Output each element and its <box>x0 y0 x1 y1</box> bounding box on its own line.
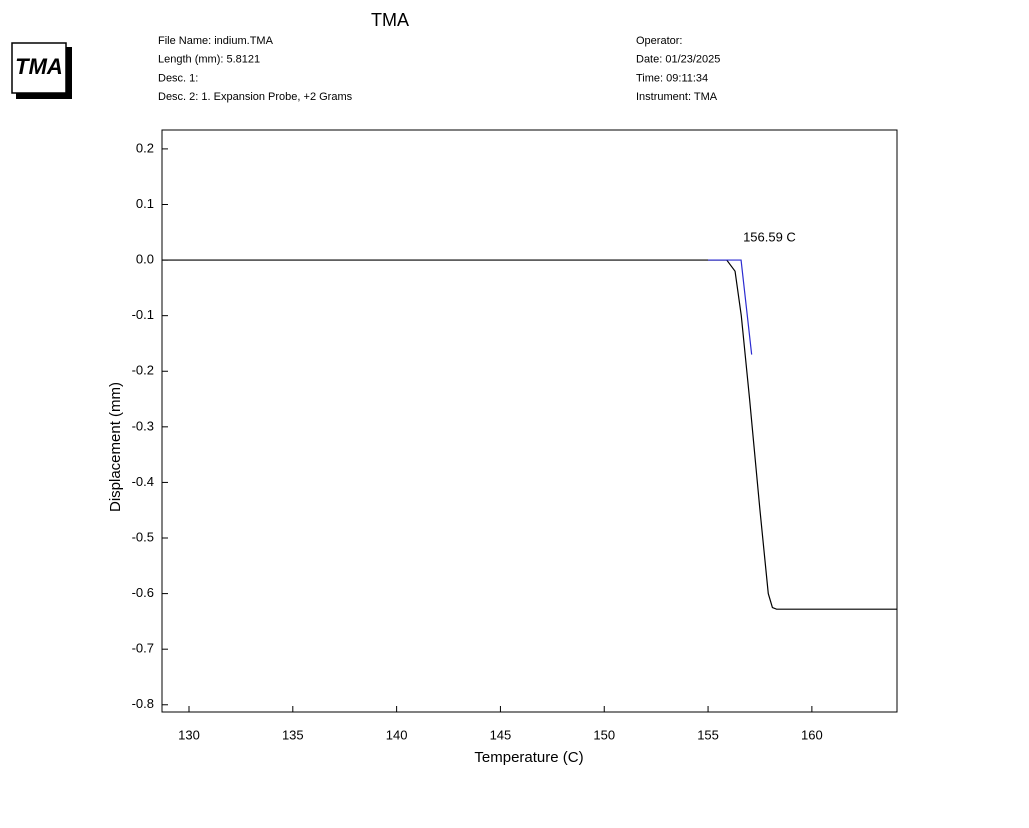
y-tick-label: -0.7 <box>132 641 154 656</box>
y-tick-label: 0.0 <box>136 252 154 267</box>
x-tick-label: 130 <box>178 727 200 742</box>
x-tick-label: 160 <box>801 727 823 742</box>
y-tick-label: -0.6 <box>132 585 154 600</box>
data-line <box>162 259 897 610</box>
logo: TMA <box>15 54 63 79</box>
x-tick-label: 145 <box>490 727 512 742</box>
x-axis-label: Temperature (C) <box>474 749 583 766</box>
logo-box <box>11 42 67 94</box>
x-tick-label: 155 <box>697 727 719 742</box>
y-tick-label: -0.1 <box>132 307 154 322</box>
y-tick-label: -0.5 <box>132 529 154 544</box>
y-axis-label: Displacement (mm) <box>107 382 124 512</box>
chart-title: TMA <box>371 10 409 30</box>
header-text: Time: 09:11:34 <box>636 72 708 84</box>
y-tick-label: -0.3 <box>132 418 154 433</box>
header-text: Date: 01/23/2025 <box>636 54 720 66</box>
plot-frame <box>161 129 898 713</box>
x-tick-label: 140 <box>386 727 408 742</box>
header-text: Operator: <box>636 35 682 47</box>
data-line <box>708 259 753 355</box>
y-tick-label: 0.1 <box>136 196 154 211</box>
annotation: 156.59 C <box>743 229 796 244</box>
header-text: Desc. 2: 1. Expansion Probe, +2 Grams <box>158 91 353 103</box>
y-tick-label: -0.2 <box>132 363 154 378</box>
header-text: Instrument: TMA <box>636 91 718 103</box>
header-text: Length (mm): 5.8121 <box>158 54 260 66</box>
x-tick-label: 135 <box>282 727 304 742</box>
header-text: File Name: indium.TMA <box>158 35 274 47</box>
x-tick-label: 150 <box>593 727 615 742</box>
y-tick-label: -0.8 <box>132 696 154 711</box>
header-text: Desc. 1: <box>158 72 198 84</box>
y-tick-label: -0.4 <box>132 474 154 489</box>
y-tick-label: 0.2 <box>136 140 154 155</box>
